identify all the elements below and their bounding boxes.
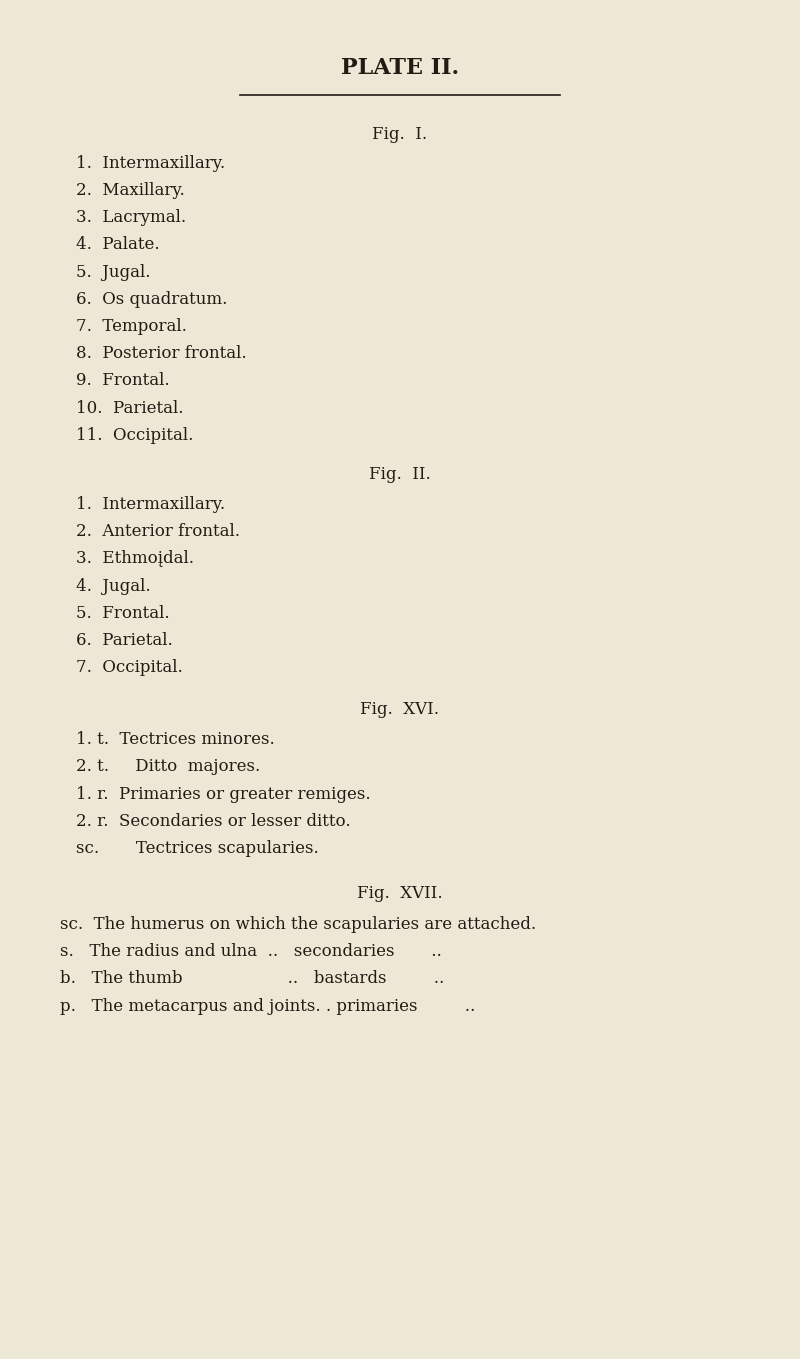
Text: 6.  Os quadratum.: 6. Os quadratum. — [76, 291, 227, 308]
Text: 7.  Occipital.: 7. Occipital. — [76, 659, 182, 677]
Text: 3.  Ethmoįdal.: 3. Ethmoįdal. — [76, 550, 194, 568]
Text: 1. r.  Primaries or greater remiges.: 1. r. Primaries or greater remiges. — [76, 786, 370, 803]
Text: p.   The metacarpus and joints. . primaries         ..: p. The metacarpus and joints. . primarie… — [60, 998, 475, 1015]
Text: 1.  Intermaxillary.: 1. Intermaxillary. — [76, 496, 225, 514]
Text: 7.  Temporal.: 7. Temporal. — [76, 318, 187, 336]
Text: 2.  Anterior frontal.: 2. Anterior frontal. — [76, 523, 240, 541]
Text: s.   The radius and ulna  ..   secondaries       ..: s. The radius and ulna .. secondaries .. — [60, 943, 442, 961]
Text: 6.  Parietal.: 6. Parietal. — [76, 632, 173, 650]
Text: 2.  Maxillary.: 2. Maxillary. — [76, 182, 185, 200]
Text: 5.  Frontal.: 5. Frontal. — [76, 605, 170, 622]
Text: 1.  Intermaxillary.: 1. Intermaxillary. — [76, 155, 225, 173]
Text: 10.  Parietal.: 10. Parietal. — [76, 400, 183, 417]
Text: Fig.  I.: Fig. I. — [373, 126, 427, 144]
Text: 11.  Occipital.: 11. Occipital. — [76, 427, 194, 444]
Text: 4.  Palate.: 4. Palate. — [76, 236, 160, 254]
Text: Fig.  XVI.: Fig. XVI. — [361, 701, 439, 719]
Text: 4.  Jugal.: 4. Jugal. — [76, 578, 150, 595]
Text: 5.  Jugal.: 5. Jugal. — [76, 264, 150, 281]
Text: PLATE II.: PLATE II. — [341, 57, 459, 79]
Text: Fig.  XVII.: Fig. XVII. — [357, 885, 443, 902]
Text: 9.  Frontal.: 9. Frontal. — [76, 372, 170, 390]
Text: 3.  Lacrymal.: 3. Lacrymal. — [76, 209, 186, 227]
Text: 8.  Posterior frontal.: 8. Posterior frontal. — [76, 345, 246, 363]
Text: 1. t.  Tectrices minores.: 1. t. Tectrices minores. — [76, 731, 274, 749]
Text: 2. t.     Ditto  majores.: 2. t. Ditto majores. — [76, 758, 260, 776]
Text: 2. r.  Secondaries or lesser ditto.: 2. r. Secondaries or lesser ditto. — [76, 813, 350, 830]
Text: b.   The thumb                    ..   bastards         ..: b. The thumb .. bastards .. — [60, 970, 444, 988]
Text: Fig.  II.: Fig. II. — [369, 466, 431, 484]
Text: sc.  The humerus on which the scapularies are attached.: sc. The humerus on which the scapularies… — [60, 916, 536, 934]
Text: sc.       Tectrices scapularies.: sc. Tectrices scapularies. — [76, 840, 318, 858]
